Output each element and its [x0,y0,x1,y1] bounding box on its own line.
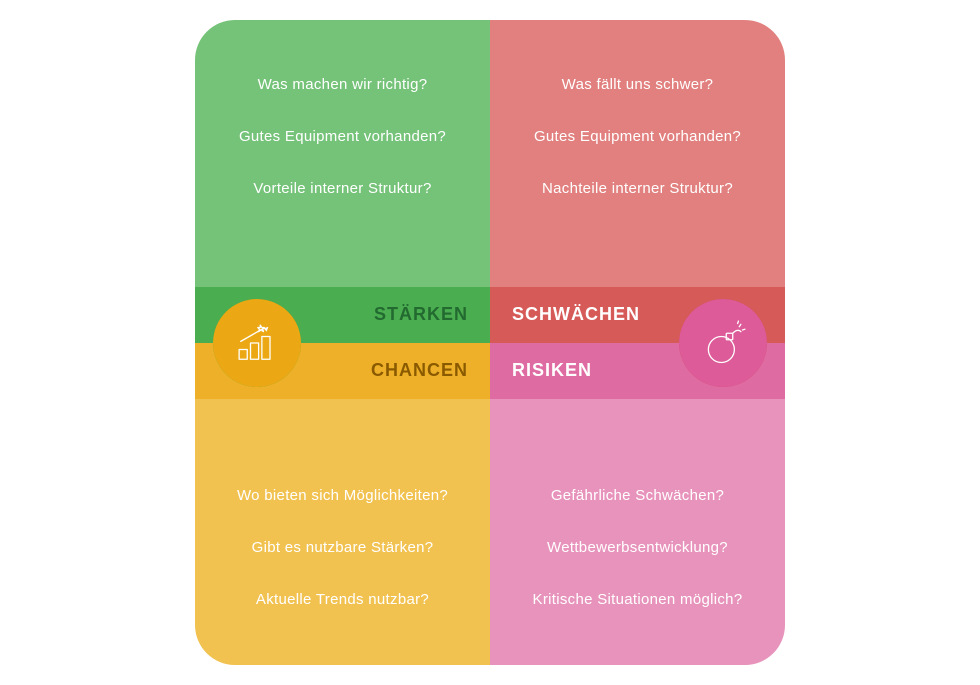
weaknesses-label-bar: SCHWÄCHEN [490,287,785,343]
opportunities-label-bar: CHANCEN [195,343,490,399]
threats-q3: Kritische Situationen möglich? [533,591,743,609]
threats-q1: Gefährliche Schwächen? [551,487,724,505]
strengths-questions: Was machen wir richtig? Gutes Equipment … [195,42,490,232]
swot-grid: Was machen wir richtig? Gutes Equipment … [195,20,785,665]
quadrant-threats: RISIKEN Gefährliche Schwächen? Wettbewer… [490,343,785,666]
quadrant-strengths: Was machen wir richtig? Gutes Equipment … [195,20,490,343]
weaknesses-q2: Gutes Equipment vorhanden? [534,128,741,146]
opportunities-questions: Wo bieten sich Möglichkeiten? Gibt es nu… [195,453,490,643]
strengths-q3: Vorteile interner Struktur? [253,180,431,198]
opportunities-title: CHANCEN [371,360,468,381]
threats-questions: Gefährliche Schwächen? Wettbewerbsentwic… [490,453,785,643]
weaknesses-q1: Was fällt uns schwer? [562,76,714,94]
quadrant-weaknesses: Was fällt uns schwer? Gutes Equipment vo… [490,20,785,343]
swot-stage: Was machen wir richtig? Gutes Equipment … [0,0,980,685]
quadrant-opportunities: CHANCEN Wo bieten sich Möglichkeiten? [195,343,490,666]
strengths-q2: Gutes Equipment vorhanden? [239,128,446,146]
threats-q2: Wettbewerbsentwicklung? [547,539,728,557]
strengths-label-bar: STÄRKEN [195,287,490,343]
threats-title: RISIKEN [512,360,592,381]
opportunities-q1: Wo bieten sich Möglichkeiten? [237,487,448,505]
threats-label-bar: RISIKEN [490,343,785,399]
strengths-q1: Was machen wir richtig? [258,76,428,94]
weaknesses-q3: Nachteile interner Struktur? [542,180,733,198]
opportunities-q3: Aktuelle Trends nutzbar? [256,591,429,609]
opportunities-q2: Gibt es nutzbare Stärken? [252,539,434,557]
strengths-title: STÄRKEN [374,304,468,325]
weaknesses-questions: Was fällt uns schwer? Gutes Equipment vo… [490,42,785,232]
weaknesses-title: SCHWÄCHEN [512,304,640,325]
